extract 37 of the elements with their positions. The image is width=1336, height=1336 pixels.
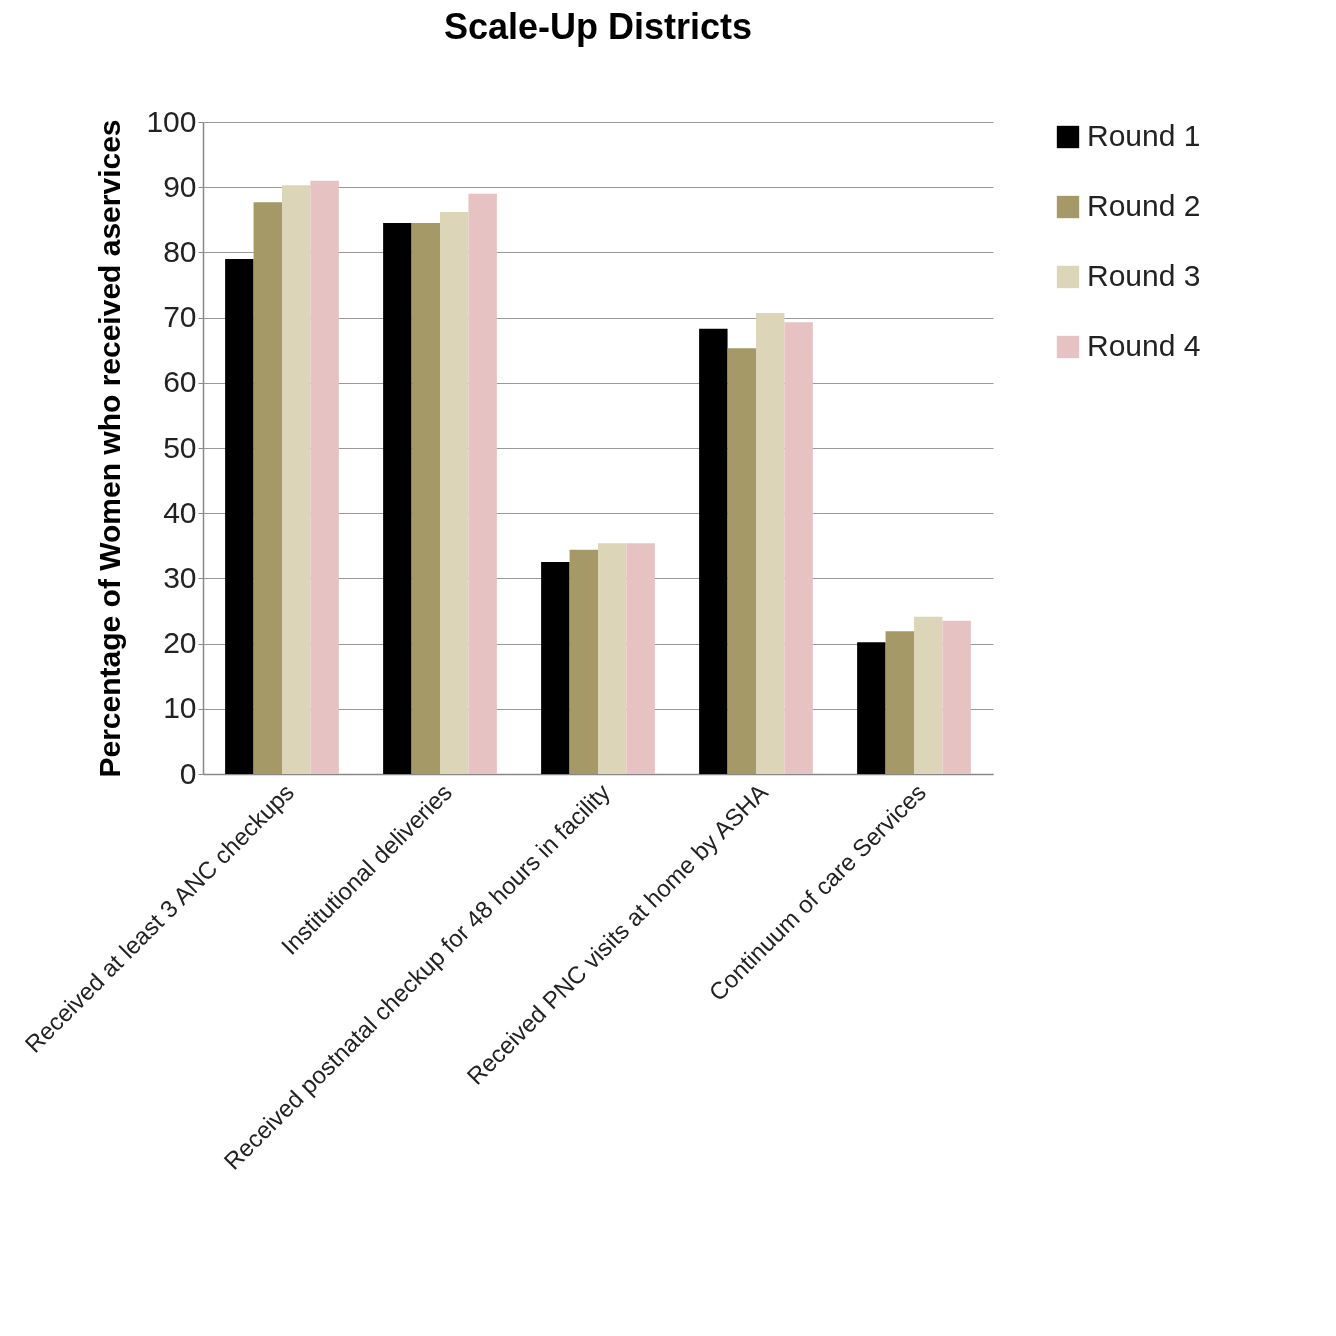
bar [857,642,886,774]
bar [784,322,813,774]
bar [468,193,497,774]
chart-title: Scale-Up Districts [443,6,753,47]
bar [914,616,943,774]
y-tick-label: 30 [163,560,197,594]
bar [225,258,254,774]
y-tick-label: 60 [163,365,197,399]
y-tick-label: 50 [163,430,197,464]
bar [310,180,339,774]
bar [598,543,627,774]
y-axis-title: Percentage of Women who received aservices [93,119,127,778]
bar [282,185,311,774]
bar [440,211,469,774]
y-tick-label: 0 [179,756,197,790]
y-tick-label: 10 [163,691,197,725]
bar [411,223,440,774]
y-tick-label: 80 [163,234,197,268]
legend-label: Round 4 [1087,329,1201,362]
bar [626,543,655,774]
bar [253,202,282,774]
bar [727,348,756,774]
y-tick-label: 70 [163,300,197,334]
bar [756,313,785,774]
y-tick-label: 20 [163,626,197,660]
bar [699,328,728,774]
y-tick-label: 100 [146,104,197,138]
bar [541,562,570,774]
bar [885,631,914,774]
bar [569,549,598,774]
legend-label: Round 1 [1087,119,1201,152]
legend-label: Round 3 [1087,259,1201,292]
bar [942,620,971,774]
y-tick-label: 40 [163,495,197,529]
y-tick-label: 90 [163,169,197,203]
bar [383,223,412,774]
legend-label: Round 2 [1087,189,1201,222]
